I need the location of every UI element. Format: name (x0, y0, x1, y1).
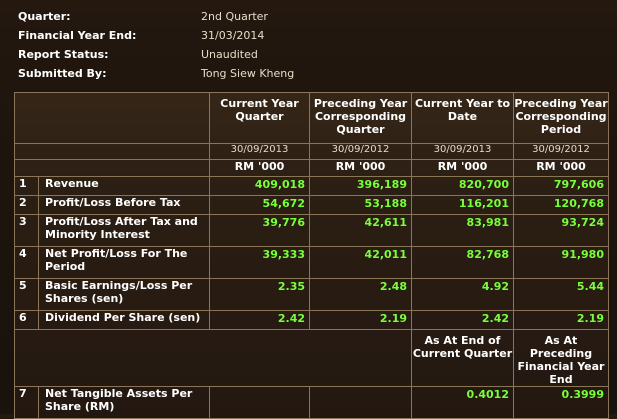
header-current-year-to-date: Current Year to Date (411, 92, 514, 144)
row-value: 396,189 (309, 176, 412, 196)
row-value: 83,981 (411, 214, 514, 247)
row-value: 53,188 (309, 195, 412, 215)
date-cell: 30/09/2013 (209, 143, 310, 160)
row-value: 82,768 (411, 246, 514, 279)
row-value: 91,980 (513, 246, 609, 279)
row-value: 2.19 (513, 310, 609, 330)
row-value: 797,606 (513, 176, 609, 196)
date-cell: 30/09/2012 (309, 143, 412, 160)
row-value: 120,768 (513, 195, 609, 215)
row-value: 116,201 (411, 195, 514, 215)
unit-cell: RM '000 (209, 159, 310, 177)
unit-cell: RM '000 (411, 159, 514, 177)
financial-year-end-value: 31/03/2014 (201, 29, 265, 42)
row-value: 42,011 (309, 246, 412, 279)
unit-blank-cell (14, 159, 210, 177)
row-value: 5.44 (513, 278, 609, 311)
report-status-label: Report Status: (18, 48, 109, 61)
header-preceding-year-quarter: Preceding Year Corresponding Quarter (309, 92, 412, 144)
header-as-at-end-current-quarter: As At End of Current Quarter (411, 329, 514, 387)
row-value: 2.19 (309, 310, 412, 330)
date-cell: 30/09/2012 (513, 143, 609, 160)
header-blank-cell (14, 92, 210, 144)
table-row: 6 Dividend Per Share (sen) 2.42 2.19 2.4… (14, 310, 609, 330)
quarter-value: 2nd Quarter (201, 10, 268, 23)
header-preceding-year-period: Preceding Year Corresponding Period (513, 92, 609, 144)
unit-row: RM '000 RM '000 RM '000 RM '000 (14, 159, 609, 177)
table-row: 3 Profit/Loss After Tax and Minority Int… (14, 214, 609, 247)
table-row: 4 Net Profit/Loss For The Period 39,333 … (14, 246, 609, 279)
row-number: 6 (14, 310, 39, 330)
financial-results-table: Current Year Quarter Preceding Year Corr… (14, 92, 609, 419)
unit-cell: RM '000 (309, 159, 412, 177)
row-value: 2.48 (309, 278, 412, 311)
row-value: 2.35 (209, 278, 310, 311)
row-label: Profit/Loss Before Tax (38, 195, 210, 215)
submitted-by-label: Submitted By: (18, 67, 107, 80)
unit-cell: RM '000 (513, 159, 609, 177)
row-label: Profit/Loss After Tax and Minority Inter… (38, 214, 210, 247)
row-label: Basic Earnings/Loss Per Shares (sen) (38, 278, 210, 311)
row-value: 39,776 (209, 214, 310, 247)
financial-year-end-label: Financial Year End: (18, 29, 137, 42)
row-value: 4.92 (411, 278, 514, 311)
row-value: 820,700 (411, 176, 514, 196)
row-value: 93,724 (513, 214, 609, 247)
header-as-at-preceding-year-end: As At Preceding Financial Year End (513, 329, 609, 387)
row-number: 5 (14, 278, 39, 311)
row-value: 2.42 (411, 310, 514, 330)
row-number: 1 (14, 176, 39, 196)
row-number: 3 (14, 214, 39, 247)
nta-header-blank-cell (14, 329, 412, 387)
row-label: Dividend Per Share (sen) (38, 310, 210, 330)
row-number: 4 (14, 246, 39, 279)
submitted-by-value: Tong Siew Kheng (201, 67, 295, 80)
row-value: 42,611 (309, 214, 412, 247)
row-number: 2 (14, 195, 39, 215)
row-label: Revenue (38, 176, 210, 196)
row-value: 54,672 (209, 195, 310, 215)
table-row: 5 Basic Earnings/Loss Per Shares (sen) 2… (14, 278, 609, 311)
nta-header-row: As At End of Current Quarter As At Prece… (14, 329, 609, 387)
report-status-value: Unaudited (201, 48, 258, 61)
table-header-row: Current Year Quarter Preceding Year Corr… (14, 92, 609, 144)
row-value: 2.42 (209, 310, 310, 330)
quarter-label: Quarter: (18, 10, 71, 23)
table-row: 2 Profit/Loss Before Tax 54,672 53,188 1… (14, 195, 609, 215)
date-blank-cell (14, 143, 210, 160)
row-label: Net Profit/Loss For The Period (38, 246, 210, 279)
row-value: 409,018 (209, 176, 310, 196)
date-row: 30/09/2013 30/09/2012 30/09/2013 30/09/2… (14, 143, 609, 160)
date-cell: 30/09/2013 (411, 143, 514, 160)
header-current-year-quarter: Current Year Quarter (209, 92, 310, 144)
row-value: 39,333 (209, 246, 310, 279)
table-row: 1 Revenue 409,018 396,189 820,700 797,60… (14, 176, 609, 196)
